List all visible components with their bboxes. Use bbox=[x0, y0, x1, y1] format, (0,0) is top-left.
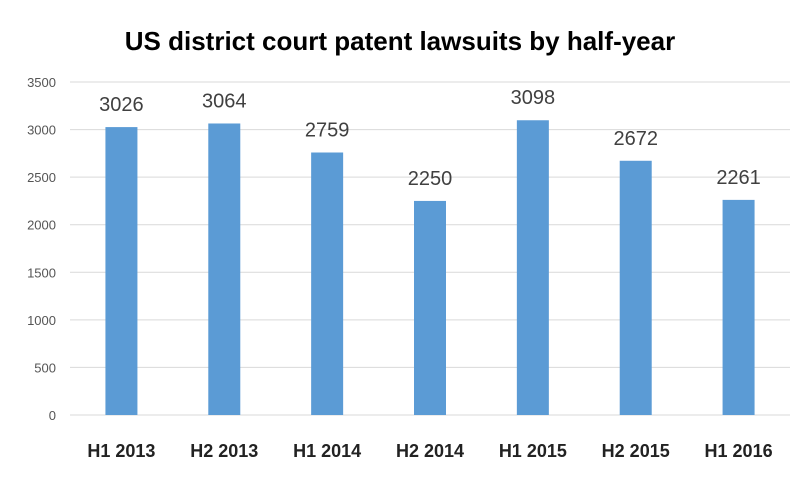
data-label: 3098 bbox=[511, 87, 556, 109]
bar bbox=[516, 120, 549, 415]
data-label: 2672 bbox=[613, 128, 658, 150]
x-tick-label: H1 2016 bbox=[705, 441, 773, 461]
data-label: 3064 bbox=[202, 90, 247, 112]
x-axis-ticks: H1 2013 H2 2013 H1 2014 H2 2014 H1 2015 H2 20… bbox=[87, 441, 772, 461]
bars bbox=[105, 120, 755, 415]
bar bbox=[105, 127, 138, 415]
bar bbox=[311, 152, 344, 415]
y-tick-label: 3500 bbox=[27, 75, 56, 90]
bar bbox=[208, 123, 241, 415]
bar bbox=[619, 160, 652, 415]
data-labels: 3026 3064 2759 2250 3098 2672 2261 bbox=[99, 87, 761, 190]
y-tick-label: 500 bbox=[34, 360, 56, 375]
data-label: 2759 bbox=[305, 120, 350, 142]
bar bbox=[722, 199, 755, 415]
x-tick-label: H1 2014 bbox=[293, 441, 361, 461]
x-tick-label: H1 2013 bbox=[87, 441, 155, 461]
x-tick-label: H1 2015 bbox=[499, 441, 567, 461]
data-label: 2250 bbox=[408, 168, 453, 190]
x-tick-label: H2 2015 bbox=[602, 441, 670, 461]
y-tick-label: 1000 bbox=[27, 313, 56, 328]
data-label: 3026 bbox=[99, 94, 144, 116]
x-tick-label: H2 2013 bbox=[190, 441, 258, 461]
chart-title: US district court patent lawsuits by hal… bbox=[125, 26, 675, 56]
bar bbox=[414, 200, 446, 415]
y-tick-label: 0 bbox=[49, 408, 56, 423]
y-tick-label: 2500 bbox=[27, 170, 56, 185]
x-tick-label: H2 2014 bbox=[396, 441, 464, 461]
data-label: 2261 bbox=[716, 167, 761, 189]
y-tick-label: 1500 bbox=[27, 265, 56, 280]
y-axis-ticks: 0 500 1000 1500 2000 2500 3000 3500 bbox=[27, 75, 56, 423]
y-tick-label: 2000 bbox=[27, 218, 56, 233]
y-tick-label: 3000 bbox=[27, 123, 56, 138]
